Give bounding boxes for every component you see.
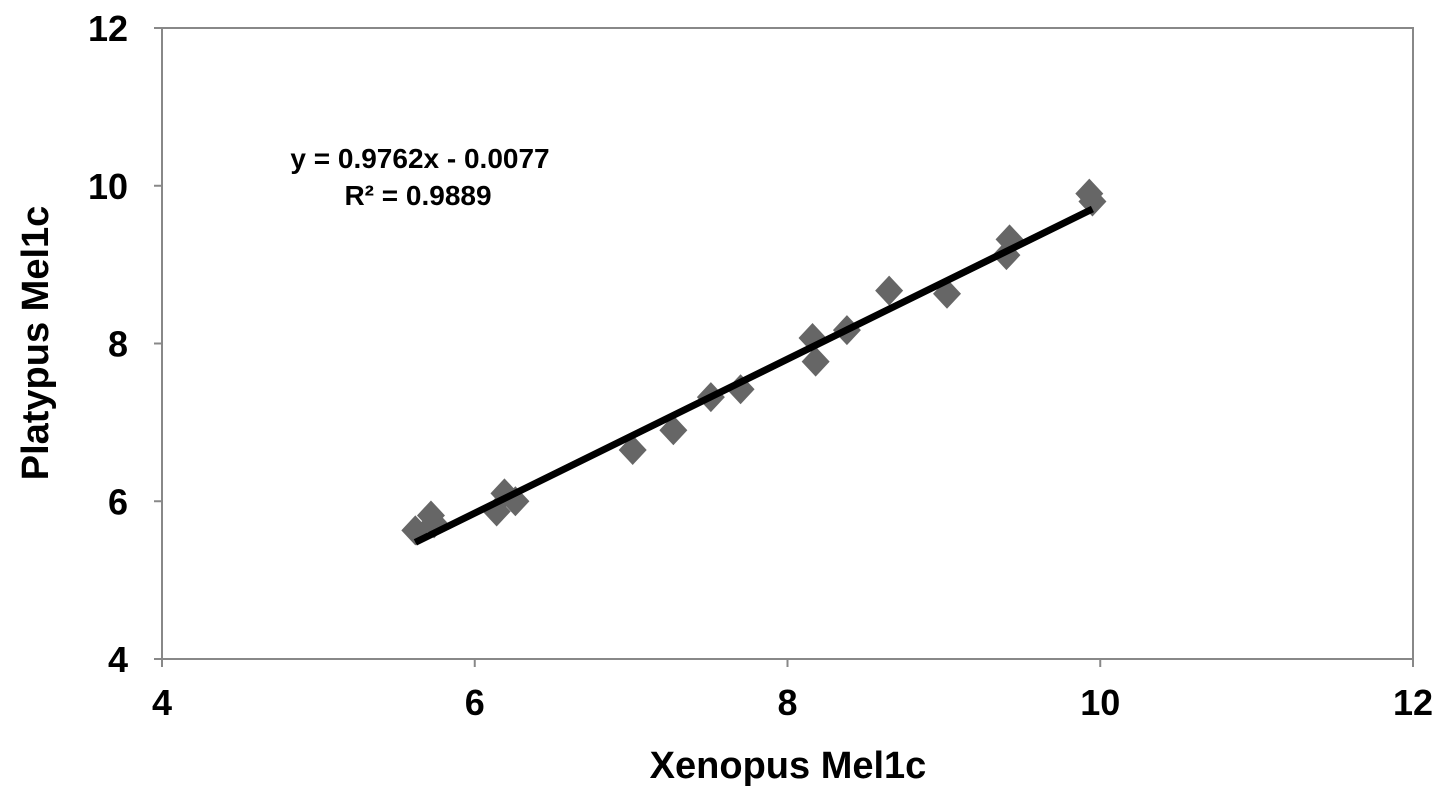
y-tick-label: 12	[88, 8, 128, 49]
trendline	[413, 205, 1094, 546]
trendline-equation: y = 0.9762x - 0.0077	[290, 143, 549, 174]
x-tick-label: 10	[1080, 682, 1120, 723]
y-tick-label: 6	[108, 481, 128, 522]
y-tick-label: 10	[88, 166, 128, 207]
y-tick-label: 8	[108, 324, 128, 365]
x-axis-title: Xenopus Mel1c	[650, 745, 927, 786]
y-axis-title: Platypus Mel1c	[15, 206, 57, 481]
data-point	[801, 346, 830, 377]
y-tick-label: 4	[108, 639, 128, 680]
data-point	[659, 415, 688, 446]
tick-labels: 4 6 8 10 12 4 6 8 10 12	[88, 8, 1433, 723]
data-points	[401, 178, 1107, 546]
x-tick-label: 4	[152, 682, 172, 723]
r-squared-label: R² = 0.9889	[344, 180, 491, 211]
x-tick-label: 8	[777, 682, 797, 723]
x-tick-label: 12	[1393, 682, 1433, 723]
axes	[154, 27, 1414, 667]
data-point	[875, 275, 904, 306]
x-tick-label: 6	[465, 682, 485, 723]
